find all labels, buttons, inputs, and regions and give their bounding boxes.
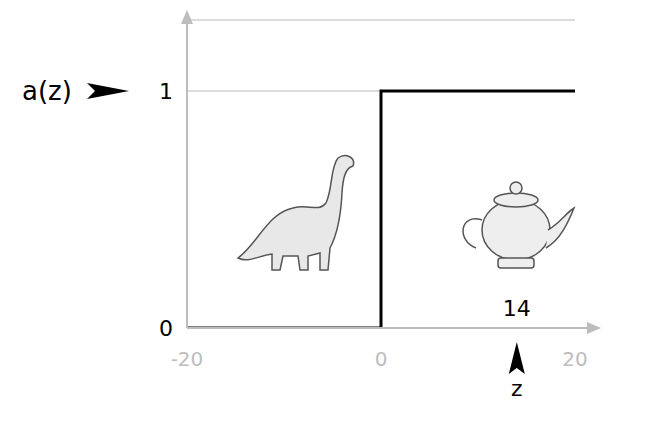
svg-text:20: 20: [562, 347, 587, 371]
svg-text:0: 0: [159, 316, 173, 341]
svg-text:z: z: [511, 376, 523, 401]
svg-text:1: 1: [159, 79, 173, 104]
svg-text:0: 0: [375, 347, 388, 371]
svg-text:14: 14: [503, 296, 531, 321]
svg-text:-20: -20: [171, 347, 204, 371]
svg-text:a(z): a(z): [22, 76, 72, 106]
